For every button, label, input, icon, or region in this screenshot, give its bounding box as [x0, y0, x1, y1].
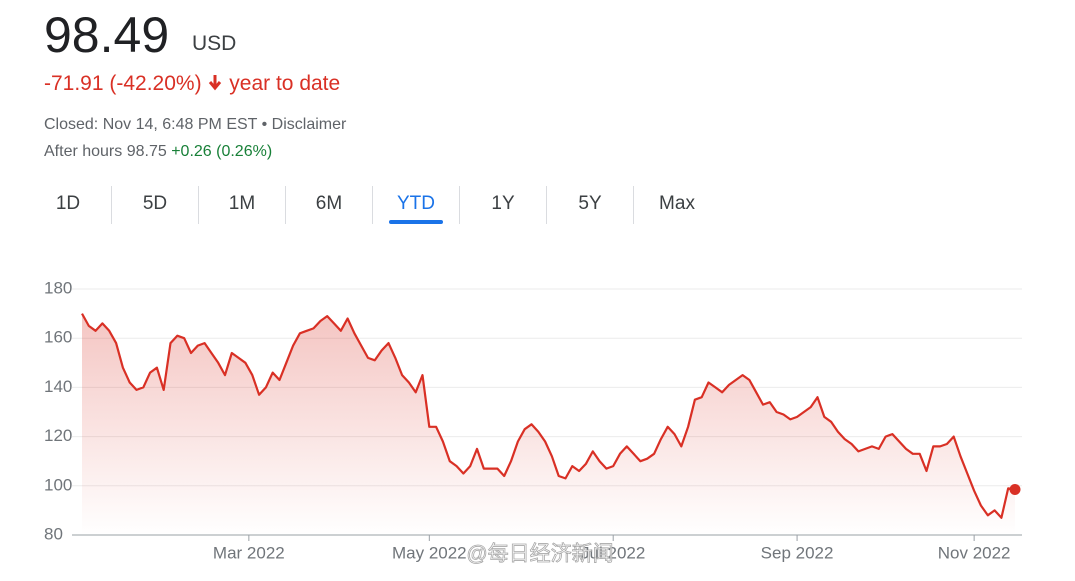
- change: -71.91 (-42.20%): [44, 72, 202, 95]
- x-tick-label: Nov 2022: [938, 543, 1011, 562]
- area: [82, 313, 1015, 535]
- period: year to date: [229, 72, 341, 95]
- x-tick-label: Mar 2022: [213, 543, 285, 562]
- range-tab[interactable]: 1D: [55, 193, 81, 214]
- y-tick-label: 140: [44, 377, 72, 396]
- separator: •: [261, 116, 268, 133]
- price: 98.49: [44, 7, 170, 63]
- watermark: @每日经济新闻: [466, 543, 613, 566]
- disclaimer[interactable]: Disclaimer: [271, 116, 347, 133]
- y-tick-label: 180: [44, 278, 72, 297]
- range-tab[interactable]: 5Y: [546, 186, 633, 224]
- range-tab[interactable]: 1Y: [459, 186, 546, 224]
- range-tab[interactable]: YTD: [372, 186, 459, 224]
- price-line: [81, 313, 1016, 519]
- range-tab[interactable]: Max: [633, 186, 720, 224]
- y-tick-label: 80: [44, 524, 63, 543]
- x-tick-label: Sep 2022: [761, 543, 834, 562]
- x-tick-label: May 2022: [392, 543, 467, 562]
- y-tick-label: 160: [44, 328, 72, 347]
- range-tab[interactable]: 5D: [111, 186, 198, 224]
- currency: USD: [192, 32, 237, 55]
- closed: Closed: Nov 14, 6:48 PM EST: [44, 116, 258, 133]
- range-tabs: 1D 5D 1M 6M YTD 1Y 5Y Max: [25, 186, 720, 224]
- after-hours: After hours 98.75: [44, 143, 167, 160]
- closed-line: Closed: Nov 14, 6:48 PM EST • Disclaimer: [44, 116, 346, 134]
- y-tick-label: 100: [44, 475, 72, 494]
- last-point: [1009, 484, 1021, 496]
- down-arrow: [209, 75, 222, 91]
- range-tab[interactable]: 1M: [198, 186, 285, 224]
- y-tick-label: 120: [44, 426, 72, 445]
- change-line: -71.91 (-42.20%) year to date: [44, 72, 340, 96]
- x-tick-label: Jul 2022: [581, 543, 645, 562]
- after-change: +0.26 (0.26%): [171, 143, 273, 160]
- after-line: After hours 98.75 +0.26 (0.26%): [44, 143, 272, 161]
- range-tab[interactable]: 6M: [285, 186, 372, 224]
